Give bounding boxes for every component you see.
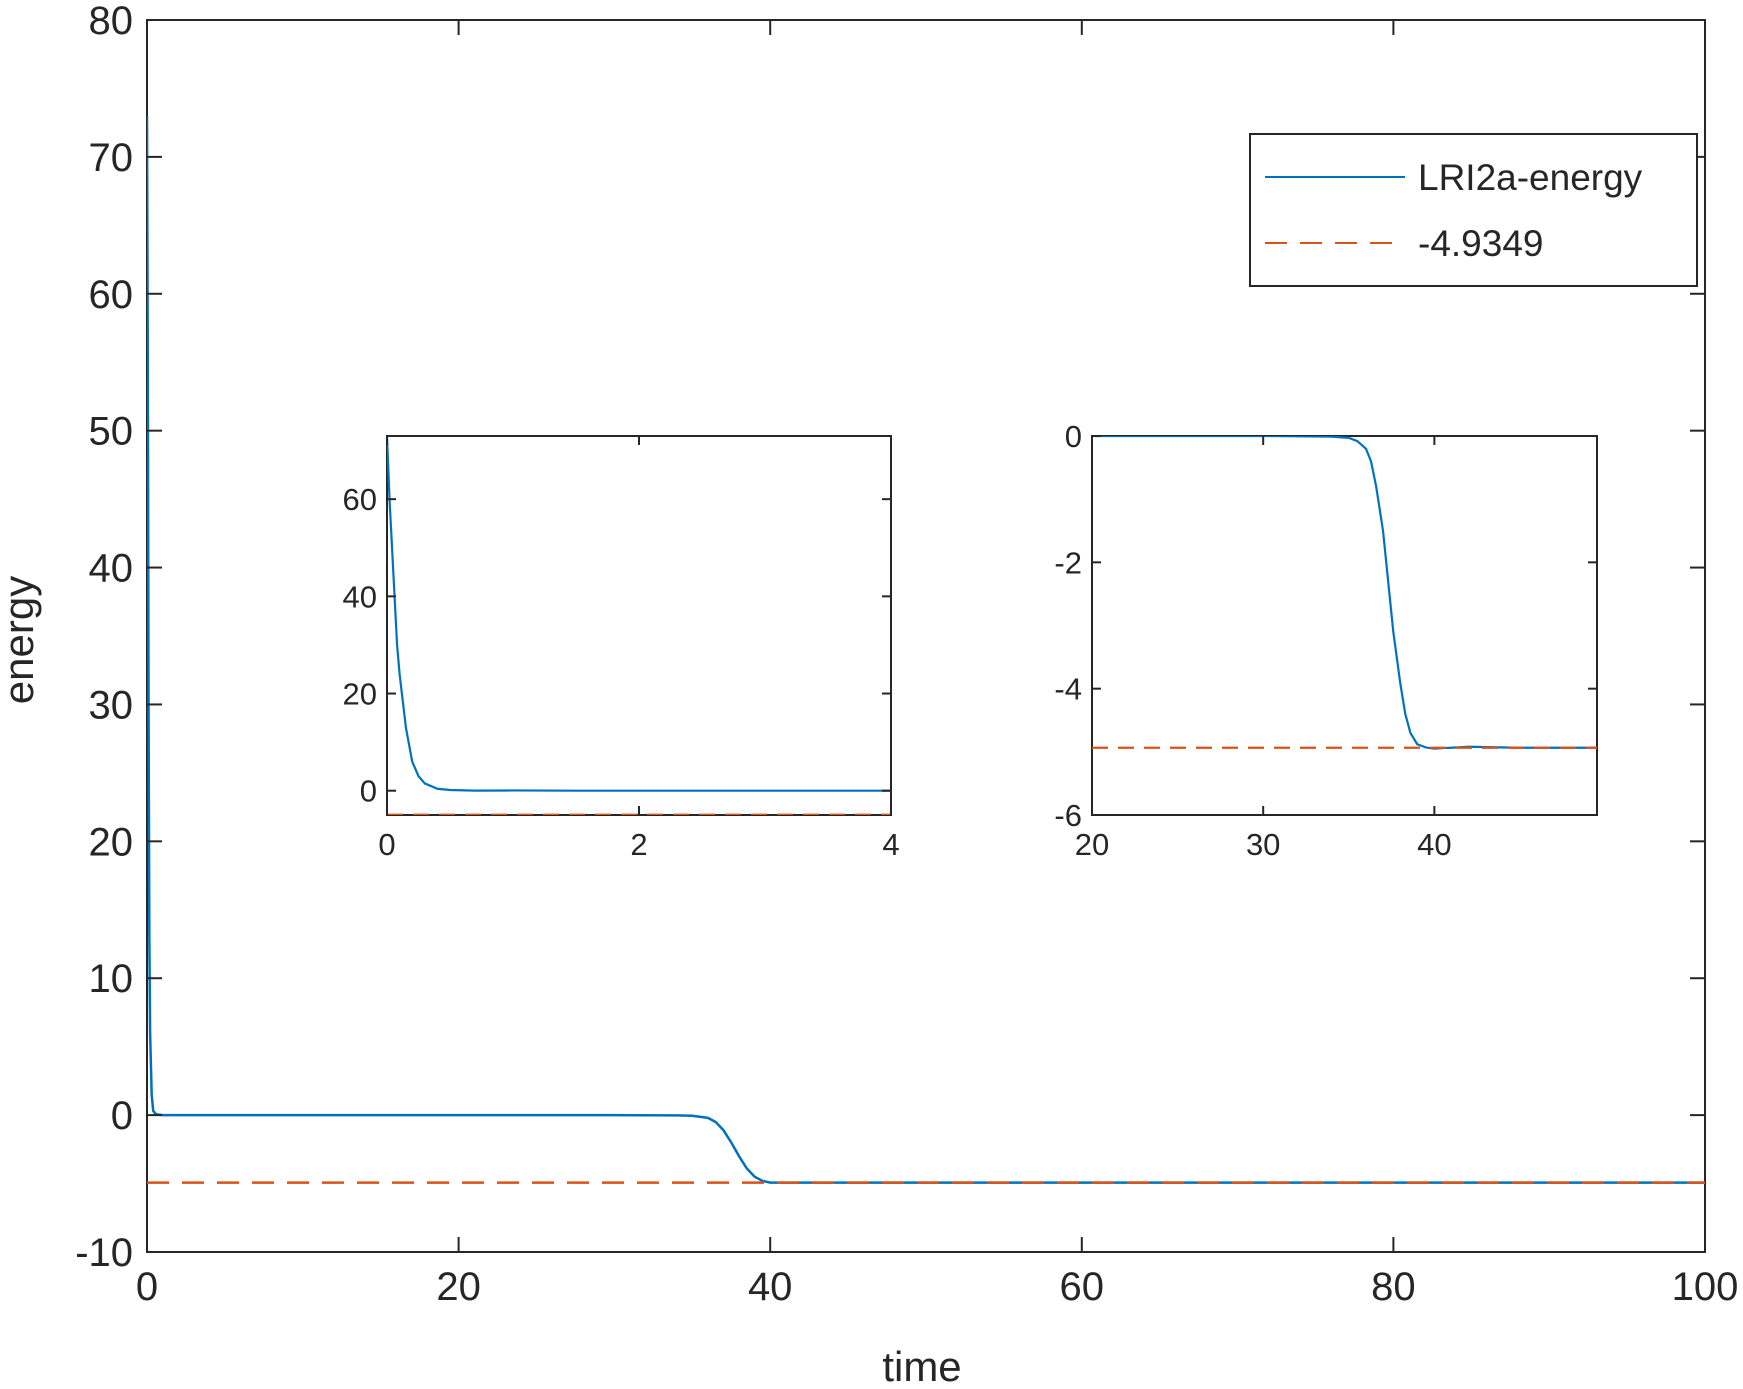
- y-tick-label: 30: [89, 683, 134, 727]
- legend-entry-label: LRI2a-energy: [1418, 157, 1643, 198]
- y-tick-label: 60: [89, 273, 134, 317]
- inset-right-plot-area: [1091, 435, 1598, 816]
- x-tick-label: 0: [136, 1265, 158, 1309]
- legend-box: [1249, 133, 1698, 287]
- x-tick-label: 40: [748, 1265, 793, 1309]
- y-tick-label: 70: [89, 136, 134, 180]
- y-tick-label: 20: [343, 677, 377, 712]
- y-tick-label: -6: [1054, 798, 1082, 833]
- inset-right-axis-ticks: 20 30 40 -6 -4 -2 0: [1054, 419, 1597, 862]
- x-tick-label: 4: [882, 827, 899, 862]
- y-tick-label: 60: [343, 482, 377, 517]
- y-axis-label: energy: [0, 576, 42, 704]
- y-tick-label: 50: [89, 410, 134, 454]
- y-tick-label: 20: [89, 820, 134, 864]
- y-tick-label: -10: [75, 1231, 133, 1275]
- legend-entry-label: -4.9349: [1418, 223, 1544, 264]
- inset-chart-right: 20 30 40 -6 -4 -2 0: [1054, 419, 1598, 862]
- y-tick-label: 0: [360, 774, 377, 809]
- energy-series-line: [387, 436, 891, 792]
- y-tick-label: 0: [111, 1094, 133, 1138]
- y-tick-label: -2: [1054, 545, 1082, 580]
- inset-right-series-layer: [1092, 436, 1597, 750]
- plot-frame: [386, 435, 892, 816]
- x-tick-label: 100: [1672, 1265, 1739, 1309]
- x-tick-label: 80: [1371, 1265, 1416, 1309]
- y-tick-label: 0: [1065, 419, 1082, 454]
- x-axis-label: time: [882, 1343, 961, 1389]
- main-series-layer: [147, 115, 1705, 1184]
- inset-left-series-layer: [387, 436, 891, 815]
- y-tick-label: 40: [343, 579, 377, 614]
- x-tick-label: 60: [1060, 1265, 1105, 1309]
- x-tick-label: 40: [1417, 827, 1451, 862]
- x-tick-label: 30: [1246, 827, 1280, 862]
- y-tick-label: 80: [89, 0, 134, 43]
- y-tick-label: 40: [89, 547, 134, 591]
- inset-left-plot-area: [386, 435, 892, 816]
- legend: LRI2a-energy -4.9349: [1249, 133, 1698, 287]
- x-tick-label: 20: [436, 1265, 481, 1309]
- y-tick-label: -4: [1054, 672, 1082, 707]
- x-tick-label: 2: [630, 827, 647, 862]
- plot-frame: [1091, 435, 1598, 816]
- y-tick-label: 10: [89, 957, 134, 1001]
- x-tick-label: 20: [1075, 827, 1109, 862]
- x-tick-label: 0: [378, 827, 395, 862]
